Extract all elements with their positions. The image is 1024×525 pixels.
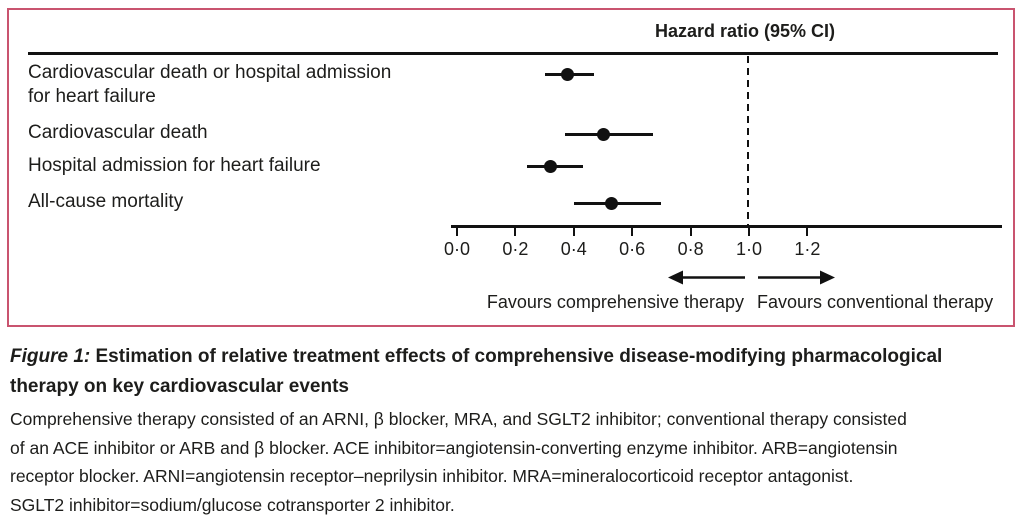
arrow-left-icon (668, 270, 745, 285)
x-axis-tick (748, 228, 750, 236)
forest-row-label-line: Cardiovascular death or hospital admissi… (28, 62, 392, 83)
x-axis-tick-label: 0·0 (443, 239, 470, 259)
x-axis-line (451, 225, 1002, 228)
x-axis-tick-label: 0·8 (677, 239, 704, 259)
forest-row-label-line: All-cause mortality (28, 191, 184, 212)
forest-row-label: Cardiovascular death (28, 121, 208, 145)
x-axis-tick-label: 0·2 (502, 239, 529, 259)
forest-row-label-line: Hospital admission for heart failure (28, 154, 321, 176)
reference-line-dashed (747, 56, 749, 225)
forest-row-label: Cardiovascular death or hospital admissi… (28, 61, 391, 109)
hr-point (543, 160, 557, 173)
caption-heading-line1-text: Estimation of relative treatment effects… (90, 346, 943, 367)
x-axis-tick (514, 228, 517, 236)
figure-number-label: Figure 1: (10, 346, 91, 367)
forest-row-label-line: for heart failure (28, 86, 156, 107)
x-axis-tick (631, 228, 634, 236)
x-axis-tick-label: 0·6 (619, 239, 646, 259)
forest-plot-panel: Hazard ratio (95% CI) Cardiovascular dea… (7, 8, 1015, 327)
caption-heading-line2: therapy on key cardiovascular events (10, 376, 349, 397)
favours-comprehensive-label: Favours comprehensive therapy (486, 292, 744, 312)
x-axis-tick-label: 0·4 (560, 239, 587, 259)
x-axis-tick (456, 228, 458, 236)
caption-body-line: of an ACE inhibitor or ARB and β blocker… (10, 437, 898, 458)
header-rule (28, 52, 998, 55)
x-axis-tick (572, 228, 575, 236)
x-axis-tick-label: 1·2 (794, 239, 821, 259)
arrow-right-icon (758, 270, 835, 285)
caption-body-line: receptor blocker. ARNI=angiotensin recep… (10, 466, 854, 487)
figure-caption: Figure 1: Estimation of relative treatme… (10, 342, 1022, 519)
hr-point (596, 127, 610, 141)
caption-body-line: SGLT2 inhibitor=sodium/glucose cotranspo… (10, 494, 455, 515)
favours-conventional-label: Favours conventional therapy (757, 292, 994, 312)
caption-heading-line1: Figure 1: Estimation of relative treatme… (10, 342, 1022, 372)
forest-row-label: Hospital admission for heart failure (28, 154, 321, 178)
forest-row-label: All-cause mortality (28, 190, 183, 214)
x-axis-tick (806, 228, 809, 236)
axis-title: Hazard ratio (95% CI) (654, 21, 836, 41)
forest-row-label-line: Cardiovascular death (28, 122, 208, 143)
hr-point (605, 196, 619, 210)
hr-point (561, 67, 575, 81)
x-axis-tick (689, 228, 692, 236)
x-axis-tick-label: 1·0 (735, 239, 762, 259)
caption-body-line: Comprehensive therapy consisted of an AR… (10, 409, 907, 429)
